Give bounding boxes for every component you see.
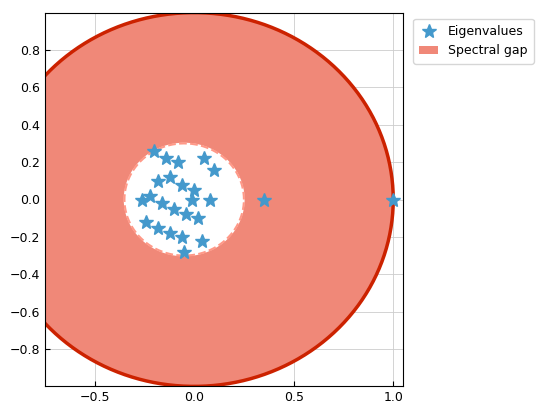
Polygon shape [124,144,244,255]
Legend: Eigenvalues, Spectral gap: Eigenvalues, Spectral gap [413,19,534,63]
Polygon shape [0,13,393,386]
